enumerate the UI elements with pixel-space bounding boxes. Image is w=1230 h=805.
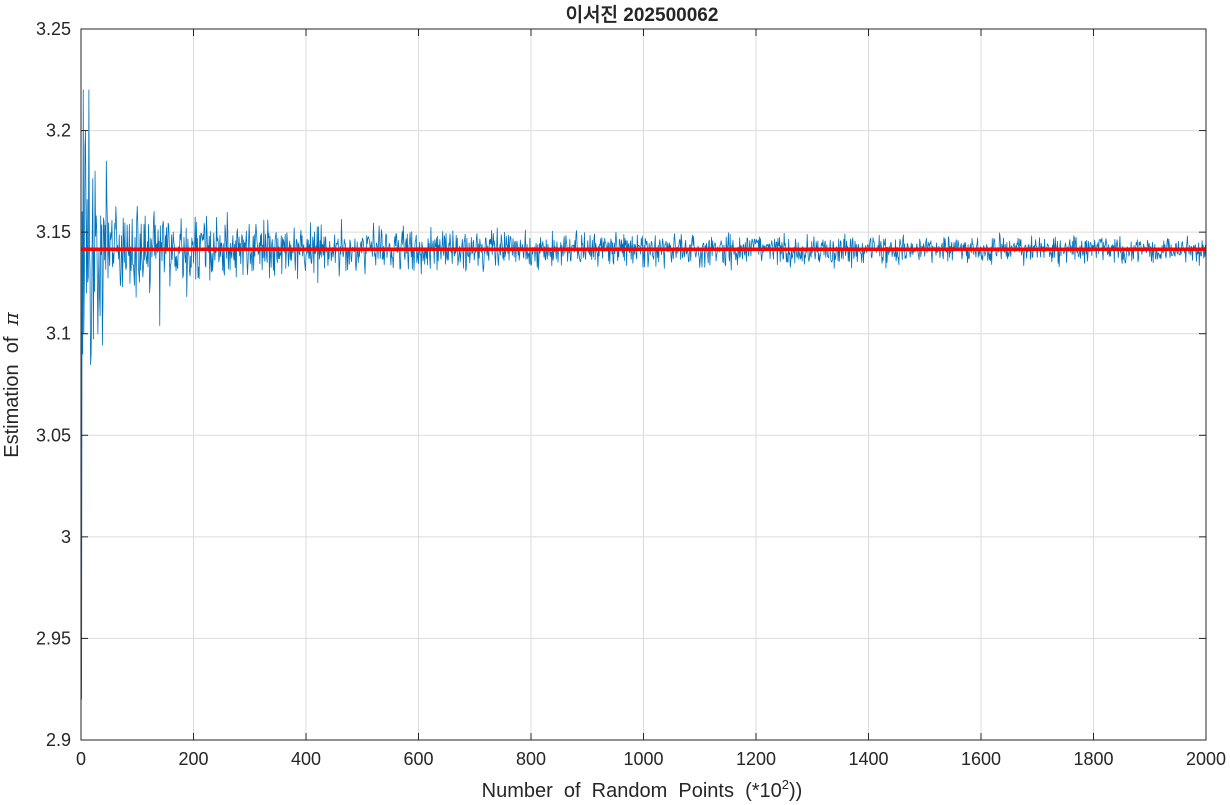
y-axis-label: Estimation of π [0,311,23,457]
x-tick-label: 800 [516,749,546,769]
x-axis-label-superscript: 2 [782,777,789,792]
x-tick-label: 600 [403,749,433,769]
x-axis-label: Number of Random Points (*102)) [482,777,803,802]
x-tick-label: 200 [178,749,208,769]
x-tick-label: 1600 [961,749,1001,769]
chart-title: 이서진 202500062 [566,4,719,26]
x-axis-label-suffix: )) [789,780,802,802]
series-layer [81,89,1207,700]
axes-frame [80,28,1207,741]
x-tick-label: 1800 [1073,749,1113,769]
y-tick-label: 3.2 [46,121,71,141]
y-axis-label-text: Estimation of [1,325,23,457]
x-tick-label: 400 [291,749,321,769]
y-tick-label: 3.25 [36,19,71,39]
x-tick-label: 2000 [1186,749,1226,769]
x-tick-label: 0 [76,749,86,769]
x-tick-label: 1000 [623,749,663,769]
tick-labels: 0 200 400 600 800 1000 1200 1400 1600 1800 2000 2.9… [36,19,1226,769]
y-tick-label: 3.15 [36,222,71,242]
y-tick-label: 3 [61,527,71,547]
x-tick-label: 1200 [736,749,776,769]
y-tick-label: 3.1 [46,324,71,344]
axes-box [80,28,1207,741]
x-tick-label: 1400 [848,749,888,769]
x-axis-label-text: Number of Random Points (*10 [482,780,782,802]
y-tick-label: 2.9 [46,730,71,750]
y-tick-label: 3.05 [36,425,71,445]
y-tick-label: 2.95 [36,628,71,648]
y-axis-label-symbol: π [0,311,23,326]
